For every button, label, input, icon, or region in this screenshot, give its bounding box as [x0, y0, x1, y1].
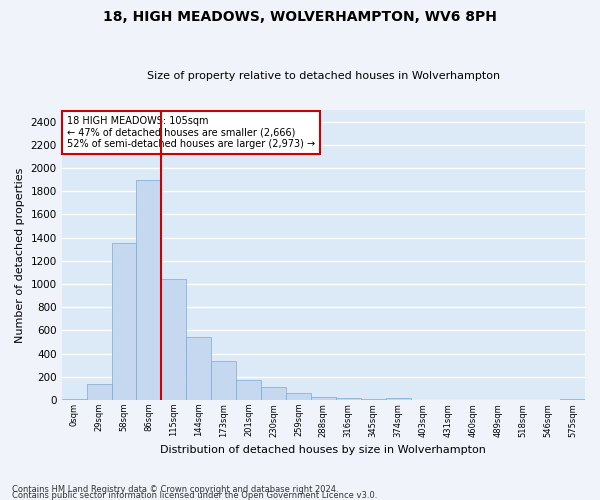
Text: Contains public sector information licensed under the Open Government Licence v3: Contains public sector information licen…: [12, 490, 377, 500]
Bar: [386, 398, 410, 400]
Bar: [136, 180, 161, 400]
Bar: [62, 399, 86, 400]
Bar: [161, 279, 186, 400]
Bar: [311, 396, 336, 400]
X-axis label: Distribution of detached houses by size in Wolverhampton: Distribution of detached houses by size …: [160, 445, 486, 455]
Bar: [211, 360, 236, 400]
Y-axis label: Number of detached properties: Number of detached properties: [15, 168, 25, 342]
Bar: [112, 244, 136, 400]
Bar: [261, 386, 286, 400]
Text: 18 HIGH MEADOWS: 105sqm
← 47% of detached houses are smaller (2,666)
52% of semi: 18 HIGH MEADOWS: 105sqm ← 47% of detache…: [67, 116, 315, 149]
Text: Contains HM Land Registry data © Crown copyright and database right 2024.: Contains HM Land Registry data © Crown c…: [12, 484, 338, 494]
Bar: [286, 393, 311, 400]
Text: 18, HIGH MEADOWS, WOLVERHAMPTON, WV6 8PH: 18, HIGH MEADOWS, WOLVERHAMPTON, WV6 8PH: [103, 10, 497, 24]
Bar: [86, 384, 112, 400]
Bar: [236, 380, 261, 400]
Title: Size of property relative to detached houses in Wolverhampton: Size of property relative to detached ho…: [147, 72, 500, 82]
Bar: [336, 398, 361, 400]
Bar: [186, 337, 211, 400]
